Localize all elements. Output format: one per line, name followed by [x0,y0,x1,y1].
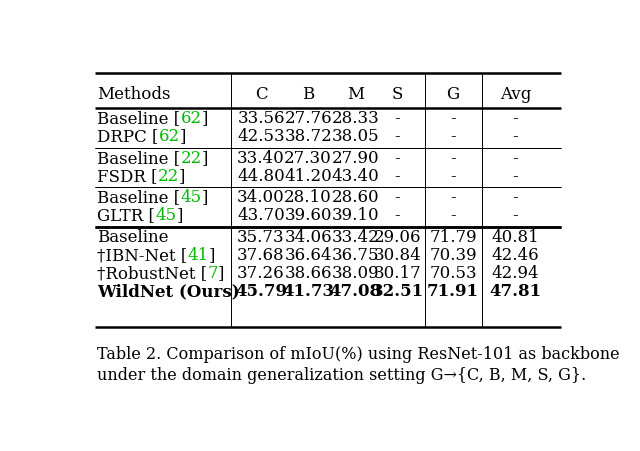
Text: -: - [513,110,518,127]
Text: ]: ] [179,168,186,185]
Text: 38.72: 38.72 [284,128,332,145]
Text: -: - [513,150,518,167]
Text: 36.64: 36.64 [284,247,332,264]
Text: 30.84: 30.84 [374,247,421,264]
Text: -: - [395,189,400,207]
Text: ]: ] [209,247,215,264]
Text: 22: 22 [180,150,202,167]
Text: -: - [513,207,518,225]
Text: Baseline [: Baseline [ [97,150,180,167]
Text: ]: ] [218,265,225,282]
Text: 43.70: 43.70 [237,207,285,225]
Text: ]: ] [202,150,208,167]
Text: 28.60: 28.60 [332,189,379,207]
Text: 43.40: 43.40 [332,168,379,185]
Text: 42.46: 42.46 [492,247,540,264]
Text: 35.73: 35.73 [237,229,285,246]
Text: S: S [392,86,403,102]
Text: 37.68: 37.68 [237,247,285,264]
Text: G: G [447,86,460,102]
Text: 33.56: 33.56 [237,110,285,127]
Text: -: - [450,168,456,185]
Text: 39.60: 39.60 [284,207,332,225]
Text: 62: 62 [180,110,202,127]
Text: 39.10: 39.10 [332,207,379,225]
Text: 42.53: 42.53 [237,128,285,145]
Text: 30.17: 30.17 [374,265,421,282]
Text: 28.10: 28.10 [284,189,332,207]
Text: Baseline [: Baseline [ [97,189,180,207]
Text: 34.00: 34.00 [237,189,285,207]
Text: 45: 45 [156,207,177,225]
Text: 47.81: 47.81 [490,283,541,300]
Text: Avg: Avg [500,86,531,102]
Text: ]: ] [177,207,183,225]
Text: C: C [255,86,268,102]
Text: 40.81: 40.81 [492,229,540,246]
Text: 71.79: 71.79 [429,229,477,246]
Text: 38.09: 38.09 [332,265,379,282]
Text: 44.80: 44.80 [237,168,285,185]
Text: 34.06: 34.06 [284,229,332,246]
Text: ]: ] [202,110,208,127]
Text: -: - [513,128,518,145]
Text: -: - [450,207,456,225]
Text: DRPC [: DRPC [ [97,128,159,145]
Text: under the domain generalization setting G→{C, B, M, S, G}.: under the domain generalization setting … [97,367,587,384]
Text: 32.51: 32.51 [371,283,424,300]
Text: 45.79: 45.79 [235,283,287,300]
Text: 7: 7 [207,265,218,282]
Text: Baseline [: Baseline [ [97,110,180,127]
Text: M: M [347,86,364,102]
Text: 28.33: 28.33 [332,110,379,127]
Text: 36.75: 36.75 [332,247,379,264]
Text: ]: ] [180,128,186,145]
Text: GLTR [: GLTR [ [97,207,156,225]
Text: †IBN-Net [: †IBN-Net [ [97,247,188,264]
Text: Baseline: Baseline [97,229,169,246]
Text: Methods: Methods [97,86,171,102]
Text: -: - [395,207,400,225]
Text: 42.94: 42.94 [492,265,540,282]
Text: 27.76: 27.76 [284,110,332,127]
Text: 62: 62 [159,128,180,145]
Text: 29.06: 29.06 [374,229,421,246]
Text: -: - [450,110,456,127]
Text: -: - [513,189,518,207]
Text: WildNet (Ours): WildNet (Ours) [97,283,240,300]
Text: 33.40: 33.40 [237,150,285,167]
Text: -: - [513,168,518,185]
Text: †RobustNet [: †RobustNet [ [97,265,207,282]
Text: 70.39: 70.39 [429,247,477,264]
Text: 38.05: 38.05 [332,128,379,145]
Text: 47.08: 47.08 [329,283,381,300]
Text: 41.20: 41.20 [284,168,332,185]
Text: FSDR [: FSDR [ [97,168,158,185]
Text: -: - [395,128,400,145]
Text: -: - [395,168,400,185]
Text: 33.42: 33.42 [332,229,379,246]
Text: ]: ] [202,189,208,207]
Text: 41.73: 41.73 [282,283,334,300]
Text: Table 2. Comparison of mIoU(%) using ResNet-101 as backbone: Table 2. Comparison of mIoU(%) using Res… [97,346,620,363]
Text: 45: 45 [180,189,202,207]
Text: B: B [302,86,314,102]
Text: -: - [450,128,456,145]
Text: -: - [450,150,456,167]
Text: 70.53: 70.53 [429,265,477,282]
Text: 41: 41 [188,247,209,264]
Text: 71.91: 71.91 [427,283,479,300]
Text: -: - [395,150,400,167]
Text: 37.26: 37.26 [237,265,285,282]
Text: 22: 22 [158,168,179,185]
Text: 38.66: 38.66 [284,265,332,282]
Text: 27.30: 27.30 [284,150,332,167]
Text: -: - [395,110,400,127]
Text: 27.90: 27.90 [332,150,379,167]
Text: -: - [450,189,456,207]
